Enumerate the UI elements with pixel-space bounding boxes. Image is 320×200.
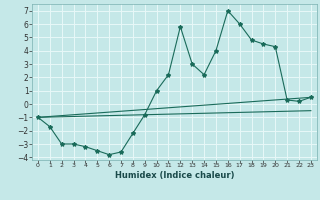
X-axis label: Humidex (Indice chaleur): Humidex (Indice chaleur) bbox=[115, 171, 234, 180]
